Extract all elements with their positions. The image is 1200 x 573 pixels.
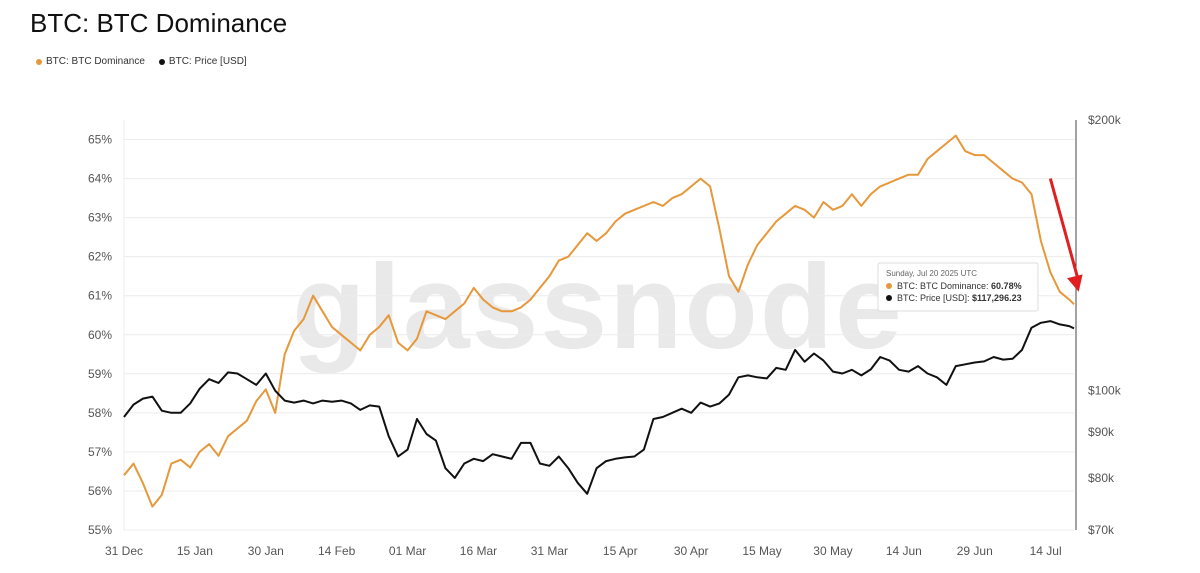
arrow-shaft bbox=[1048, 178, 1081, 283]
legend-item-price[interactable]: BTC: Price [USD] bbox=[158, 56, 247, 67]
legend-dot-dominance bbox=[36, 58, 42, 65]
x-tick-label: 31 Dec bbox=[105, 544, 143, 558]
watermark: glassnode bbox=[292, 240, 904, 374]
tooltip-price-label: BTC: Price [USD]: bbox=[897, 293, 970, 303]
tooltip-price-row: BTC: Price [USD]: $117,296.23 bbox=[897, 293, 1022, 303]
tooltip-dominance-row: BTC: BTC Dominance: 60.78% bbox=[897, 281, 1022, 291]
y-tick-label: 64% bbox=[88, 172, 112, 186]
series-lines bbox=[123, 134, 1075, 508]
chart-title: BTC: BTC Dominance bbox=[30, 8, 288, 38]
grid-lines bbox=[123, 120, 1074, 531]
legend-label-price: BTC: Price [USD] bbox=[168, 56, 247, 67]
x-tick-label: 01 Mar bbox=[389, 544, 426, 558]
legend-dot-price bbox=[158, 58, 165, 65]
y-tick-label: 65% bbox=[88, 133, 112, 147]
y-tick-label: 60% bbox=[88, 328, 112, 342]
x-tick-label: 15 May bbox=[742, 544, 781, 558]
right-tick-label: $80k bbox=[1088, 471, 1115, 485]
y-tick-label: 58% bbox=[88, 406, 112, 420]
y-tick-label: 57% bbox=[88, 445, 112, 459]
x-tick-label: 14 Jul bbox=[1030, 544, 1062, 558]
x-tick-label: 15 Jan bbox=[177, 544, 213, 558]
y-tick-label: 63% bbox=[88, 211, 112, 225]
y-tick-label: 55% bbox=[88, 523, 112, 537]
tooltip: Sunday, Jul 20 2025 UTC BTC: BTC Dominan… bbox=[877, 262, 1039, 312]
y-tick-label: 61% bbox=[88, 289, 112, 303]
legend-item-dominance[interactable]: BTC: BTC Dominance bbox=[36, 56, 145, 67]
arrow-head bbox=[1067, 274, 1083, 292]
x-tick-label: 31 Mar bbox=[531, 544, 568, 558]
left-axis: 55% 56% 57% 58% 59% 60% 61% 62% 63% 64% 65% bbox=[88, 133, 112, 537]
x-tick-label: 16 Mar bbox=[460, 544, 497, 558]
series-line-price bbox=[123, 320, 1075, 495]
legend-label-dominance: BTC: BTC Dominance bbox=[46, 56, 145, 67]
tooltip-dot-dominance bbox=[886, 283, 892, 289]
right-tick-label: $100k bbox=[1088, 384, 1122, 398]
right-axis: $70k $80k $90k $100k $200k bbox=[1075, 113, 1122, 537]
tooltip-date: Sunday, Jul 20 2025 UTC bbox=[886, 269, 977, 278]
x-tick-label: 14 Jun bbox=[886, 544, 922, 558]
x-tick-label: 29 Jun bbox=[957, 544, 993, 558]
x-tick-label: 30 May bbox=[813, 544, 852, 558]
x-axis: 31 Dec 15 Jan 30 Jan 14 Feb 01 Mar 16 Mar 31 M… bbox=[105, 544, 1062, 558]
red-arrow-annotation bbox=[1048, 178, 1083, 292]
x-tick-label: 15 Apr bbox=[603, 544, 638, 558]
tooltip-price-value: $117,296.23 bbox=[972, 293, 1022, 303]
x-tick-label: 14 Feb bbox=[318, 544, 356, 558]
y-tick-label: 56% bbox=[88, 484, 112, 498]
x-tick-label: 30 Jan bbox=[248, 544, 284, 558]
right-tick-label: $70k bbox=[1088, 523, 1115, 537]
series-line-dominance bbox=[123, 134, 1075, 508]
right-tick-label: $200k bbox=[1088, 113, 1122, 127]
tooltip-dominance-value: 60.78% bbox=[991, 281, 1022, 291]
tooltip-dot-price bbox=[886, 295, 892, 301]
y-tick-label: 59% bbox=[88, 367, 112, 381]
chart-legend: BTC: BTC Dominance BTC: Price [USD] bbox=[36, 56, 247, 67]
tooltip-box bbox=[877, 262, 1039, 312]
tooltip-dominance-label: BTC: BTC Dominance: bbox=[897, 281, 989, 291]
x-tick-label: 30 Apr bbox=[674, 544, 709, 558]
right-tick-label: $90k bbox=[1088, 425, 1115, 439]
y-tick-label: 62% bbox=[88, 250, 112, 264]
